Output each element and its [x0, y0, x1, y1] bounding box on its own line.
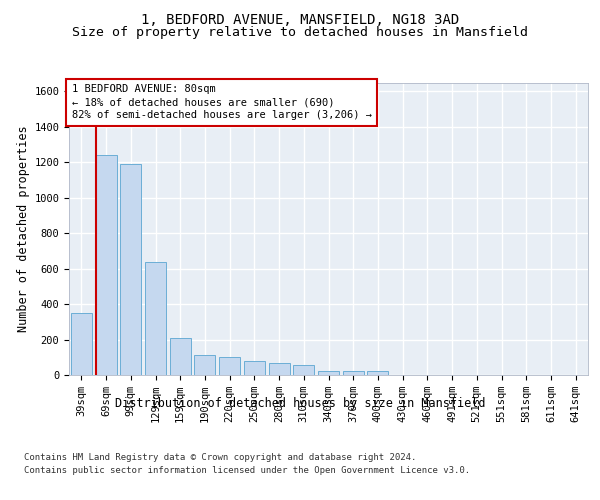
- Bar: [343, 372, 364, 375]
- Text: 1, BEDFORD AVENUE, MANSFIELD, NG18 3AD: 1, BEDFORD AVENUE, MANSFIELD, NG18 3AD: [141, 12, 459, 26]
- Bar: [120, 164, 141, 375]
- Bar: [194, 354, 215, 375]
- Bar: [318, 372, 339, 375]
- Text: Contains HM Land Registry data © Crown copyright and database right 2024.: Contains HM Land Registry data © Crown c…: [24, 452, 416, 462]
- Text: Distribution of detached houses by size in Mansfield: Distribution of detached houses by size …: [115, 398, 485, 410]
- Bar: [145, 262, 166, 375]
- Bar: [293, 365, 314, 375]
- Text: 1 BEDFORD AVENUE: 80sqm
← 18% of detached houses are smaller (690)
82% of semi-d: 1 BEDFORD AVENUE: 80sqm ← 18% of detache…: [71, 84, 371, 120]
- Bar: [71, 313, 92, 375]
- Bar: [95, 155, 116, 375]
- Bar: [219, 358, 240, 375]
- Bar: [244, 361, 265, 375]
- Bar: [367, 372, 388, 375]
- Bar: [269, 362, 290, 375]
- Y-axis label: Number of detached properties: Number of detached properties: [17, 126, 30, 332]
- Bar: [170, 338, 191, 375]
- Text: Contains public sector information licensed under the Open Government Licence v3: Contains public sector information licen…: [24, 466, 470, 475]
- Text: Size of property relative to detached houses in Mansfield: Size of property relative to detached ho…: [72, 26, 528, 39]
